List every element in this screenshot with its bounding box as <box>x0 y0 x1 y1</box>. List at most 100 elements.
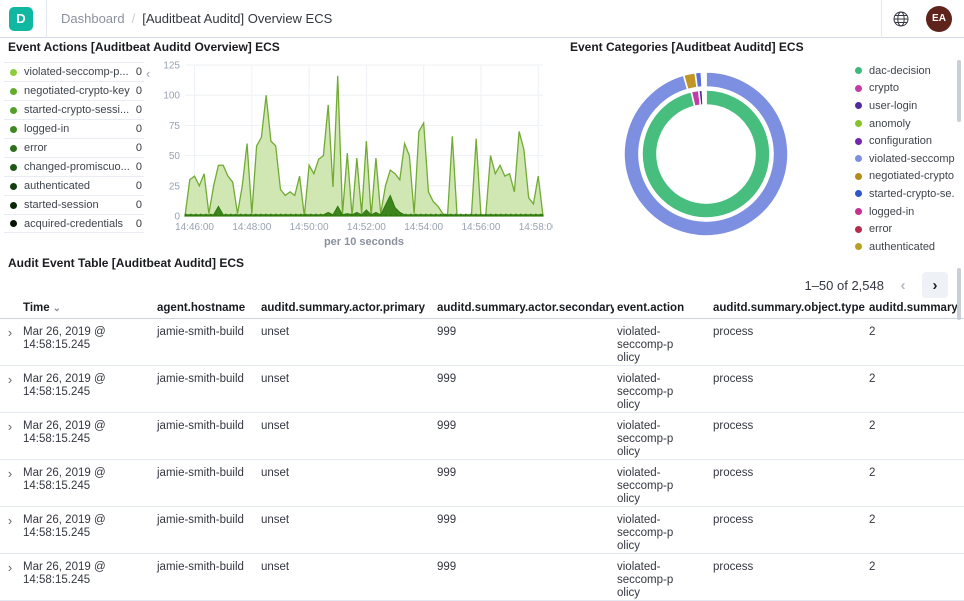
topbar-divider <box>46 0 47 38</box>
svg-text:14:50:00: 14:50:00 <box>290 222 329 233</box>
event-actions-legend: violated-seccomp-p... 0 negotiated-crypto-… <box>4 62 144 233</box>
legend-color-dot <box>855 225 862 233</box>
legend-color-dot <box>855 243 862 251</box>
event-categories-panel-title: Event Categories [Auditbeat Auditd] ECS <box>570 40 804 54</box>
legend-scrollbar[interactable] <box>957 60 961 122</box>
row-expand-icon[interactable]: › <box>7 325 13 340</box>
legend-color-dot <box>855 190 862 198</box>
cell-agent-hostname: jamie-smith-build <box>157 420 244 432</box>
cell-actor-secondary: 999 <box>437 326 457 338</box>
previous-page-button[interactable]: ‹ <box>900 276 906 294</box>
legend-item[interactable]: started-session 0 <box>4 195 144 214</box>
cell-time: Mar 26, 2019 @ 14:58:15.245 <box>23 373 106 398</box>
legend-label: logged-in <box>869 205 915 218</box>
legend-label: dac-decision <box>869 64 931 77</box>
svg-text:14:48:00: 14:48:00 <box>232 222 271 233</box>
row-expand-icon[interactable]: › <box>7 419 13 434</box>
legend-item[interactable]: violated-seccomp... <box>855 150 955 168</box>
legend-item[interactable]: started-crypto-sessi... 0 <box>4 100 144 119</box>
legend-value: 0 <box>135 66 142 78</box>
column-header-Time[interactable]: Time ⌄ <box>23 302 62 314</box>
cell-agent-hostname: jamie-smith-build <box>157 561 244 573</box>
cell-time: Mar 26, 2019 @ 14:58:15.245 <box>23 467 106 492</box>
row-expand-icon[interactable]: › <box>7 466 13 481</box>
legend-color-dot <box>10 182 17 190</box>
legend-color-dot <box>10 87 17 95</box>
legend-item[interactable]: anomoly <box>855 115 955 133</box>
cell-object-type: process <box>713 467 754 479</box>
breadcrumb-dashboard-link[interactable]: Dashboard <box>61 11 125 26</box>
legend-item[interactable]: violated-seccomp-p... 0 <box>4 62 144 81</box>
donut-slice-gap[interactable] <box>700 71 707 88</box>
legend-item[interactable]: negotiated-crypto-key 0 <box>4 81 144 100</box>
row-expand-icon[interactable]: › <box>7 560 13 575</box>
svg-text:100: 100 <box>163 91 180 102</box>
legend-item[interactable]: crypto <box>855 80 955 98</box>
legend-value: 0 <box>135 180 142 192</box>
row-expand-icon[interactable]: › <box>7 513 13 528</box>
cell-time: Mar 26, 2019 @ 14:58:15.245 <box>23 420 106 445</box>
legend-color-dot <box>855 208 862 216</box>
cell-event-action: violated-seccomp-p olicy <box>617 326 674 364</box>
cell-object-type: process <box>713 373 754 385</box>
cell-auditd-summary: 2 <box>869 467 876 479</box>
cell-actor-primary: unset <box>261 420 290 432</box>
user-avatar[interactable]: EA <box>926 5 952 32</box>
legend-color-dot <box>10 106 17 114</box>
legend-item[interactable]: error 0 <box>4 138 144 157</box>
next-page-button[interactable]: › <box>922 272 948 298</box>
svg-text:125: 125 <box>163 61 180 72</box>
legend-item[interactable]: acquired-credentials 0 <box>4 214 144 233</box>
legend-color-dot <box>855 172 862 180</box>
legend-item[interactable]: logged-in 0 <box>4 119 144 138</box>
table-body: › Mar 26, 2019 @ 14:58:15.245 jamie-smith-… <box>0 319 964 601</box>
dashboard-app-logo[interactable]: D <box>9 6 33 31</box>
legend-item[interactable]: dac-decision <box>855 62 955 80</box>
svg-text:14:58:00: 14:58:00 <box>519 222 553 233</box>
sort-caret-icon: ⌄ <box>52 303 62 314</box>
legend-value: 0 <box>135 123 142 135</box>
cell-object-type: process <box>713 514 754 526</box>
legend-item[interactable]: negotiated-crypto... <box>855 168 955 186</box>
event-actions-area-chart[interactable]: 0 25 50 75 100 125 14:46:00 14:48:00 14:50:00 14:… <box>155 58 553 250</box>
legend-item[interactable]: configuration <box>855 132 955 150</box>
legend-label: negotiated-crypto-key <box>24 85 130 97</box>
legend-color-dot <box>10 220 17 227</box>
legend-label: crypto <box>869 82 899 95</box>
table-pagination: 1–50 of 2,548 ‹ › <box>0 272 948 298</box>
legend-color-dot <box>10 144 17 152</box>
table-scrollbar[interactable] <box>957 268 961 320</box>
donut-slice-violated-seccomp-policy[interactable] <box>623 71 789 237</box>
legend-collapse-icon[interactable]: ‹ <box>146 66 151 81</box>
cell-actor-secondary: 999 <box>437 373 457 385</box>
audit-table-panel-title: Audit Event Table [Auditbeat Auditd] ECS <box>8 256 244 270</box>
legend-label: configuration <box>869 135 932 148</box>
legend-label: started-crypto-se... <box>869 187 955 200</box>
audit-event-table: Time ⌄ agent.hostname auditd.summary.actor.… <box>0 298 964 601</box>
legend-item[interactable]: started-crypto-se... <box>855 185 955 203</box>
globe-icon[interactable] <box>882 0 920 38</box>
cell-time: Mar 26, 2019 @ 14:58:15.245 <box>23 326 106 351</box>
legend-item[interactable]: user-login <box>855 97 955 115</box>
event-categories-donut-chart[interactable] <box>565 55 850 253</box>
legend-label: acquired-credentials <box>24 217 124 230</box>
legend-item[interactable]: error <box>855 220 955 238</box>
legend-value: 0 <box>135 199 142 211</box>
x-axis-label: per 10 seconds <box>324 236 404 248</box>
column-header-event.action: event.action <box>617 302 685 314</box>
legend-label: user-login <box>869 99 918 112</box>
svg-text:14:56:00: 14:56:00 <box>461 222 500 233</box>
legend-item[interactable]: authenticated <box>855 238 955 256</box>
legend-item[interactable]: authenticated 0 <box>4 176 144 195</box>
legend-color-dot <box>855 67 862 75</box>
legend-item[interactable]: changed-promiscuo... 0 <box>4 157 144 176</box>
cell-object-type: process <box>713 326 754 338</box>
svg-text:14:54:00: 14:54:00 <box>404 222 443 233</box>
donut-slice-dac-decision[interactable] <box>641 89 771 219</box>
legend-item[interactable]: logged-in <box>855 203 955 221</box>
svg-text:14:52:00: 14:52:00 <box>347 222 386 233</box>
legend-value: 0 <box>135 104 142 116</box>
row-expand-icon[interactable]: › <box>7 372 13 387</box>
donut-slice-gap[interactable] <box>701 89 707 106</box>
column-header-auditd.summary.actor.secondary: auditd.summary.actor.secondary <box>437 302 614 314</box>
